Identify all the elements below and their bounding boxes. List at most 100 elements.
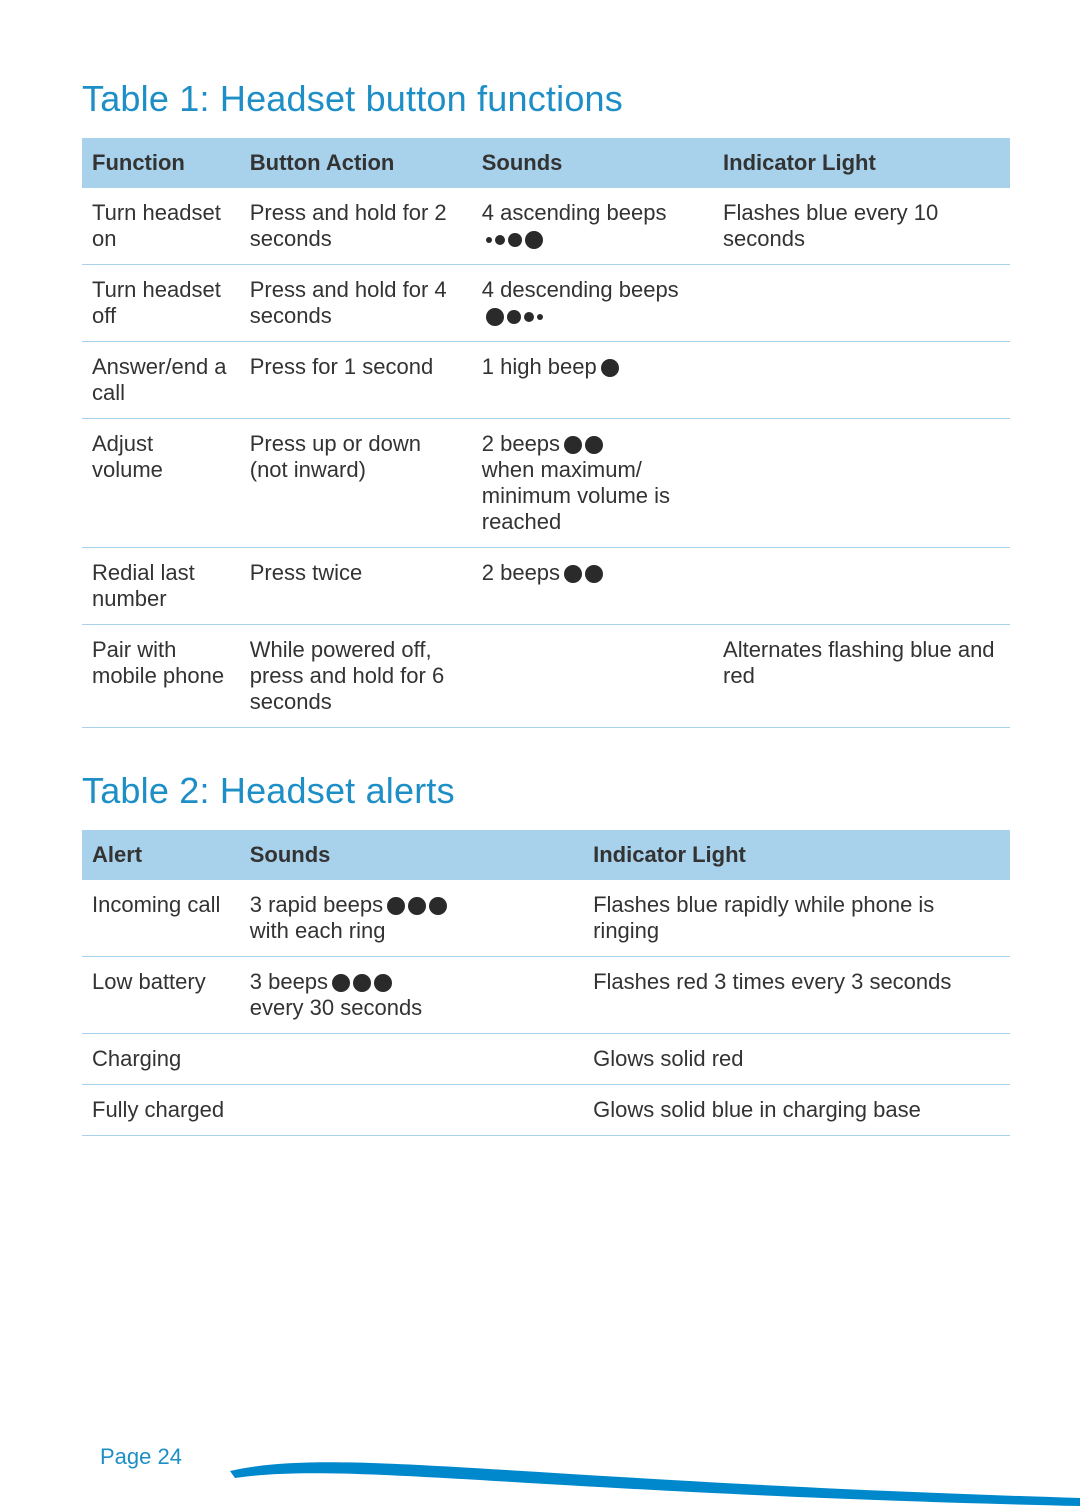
cell-light: Flashes blue rapidly while phone is ring… [583, 880, 1010, 957]
table2-header-row: Alert Sounds Indicator Light [82, 830, 1010, 880]
table-row: Charging Glows solid red [82, 1034, 1010, 1085]
cell-action: Press up or down (not inward) [240, 419, 472, 548]
cell-sounds [240, 1085, 583, 1136]
beep-dots-icon [564, 565, 603, 583]
table1-body: Turn headset onPress and hold for 2 seco… [82, 188, 1010, 728]
beep-dot-icon [429, 897, 447, 915]
beep-dot-icon [585, 565, 603, 583]
beep-dots-icon [387, 897, 447, 915]
beep-dot-icon [486, 237, 492, 243]
page-footer: Page 24 [0, 1426, 1080, 1506]
cell-sounds: 2 beepswhen maximum/​minimum volume is r… [472, 419, 713, 548]
sound-text: 4 descending beeps [482, 277, 679, 302]
beep-dot-icon [507, 310, 521, 324]
cell-light [713, 548, 1010, 625]
cell-sounds [240, 1034, 583, 1085]
sound-text: 1 high beep [482, 354, 597, 379]
cell-light: Glows solid blue in charging base [583, 1085, 1010, 1136]
table1-header: Function [82, 138, 240, 188]
cell-action: While powered off, press and hold for 6 … [240, 625, 472, 728]
beep-dot-icon [585, 436, 603, 454]
sound-text: 2 beeps [482, 431, 560, 456]
sound-text: 4 ascending beeps [482, 200, 667, 225]
cell-action: Press and hold for 2 seconds [240, 188, 472, 265]
beep-dot-icon [601, 359, 619, 377]
table-row: Low battery3 beepsevery 30 secondsFlashe… [82, 957, 1010, 1034]
cell-light [713, 265, 1010, 342]
table2-header: Indicator Light [583, 830, 1010, 880]
table1-header: Indicator Light [713, 138, 1010, 188]
table-row: Answer/end a callPress for 1 second 1 hig… [82, 342, 1010, 419]
beep-dot-icon [525, 231, 543, 249]
cell-light: Flashes red 3 times every 3 seconds [583, 957, 1010, 1034]
table2-body: Incoming call3 rapid beepswith each ring… [82, 880, 1010, 1136]
table1-header: Sounds [472, 138, 713, 188]
section-gap [82, 728, 1010, 770]
beep-dot-icon [408, 897, 426, 915]
sound-text-after: with each ring [250, 918, 386, 943]
sound-text: 3 rapid beeps [250, 892, 383, 917]
table2: Alert Sounds Indicator Light Incoming ca… [82, 830, 1010, 1136]
table2-header: Alert [82, 830, 240, 880]
beep-dots-icon [486, 231, 543, 249]
sound-text-after: when maximum/​minimum volume is reached [482, 457, 670, 534]
cell-sounds: 4 descending beeps [472, 265, 713, 342]
table1-header: Button Action [240, 138, 472, 188]
cell-sounds: 2 beeps [472, 548, 713, 625]
cell-function: Redial last number [82, 548, 240, 625]
table-row: Redial last numberPress twice 2 beeps [82, 548, 1010, 625]
cell-alert: Low battery [82, 957, 240, 1034]
cell-function: Pair with mobile phone [82, 625, 240, 728]
table-row: Fully charged Glows solid blue in chargin… [82, 1085, 1010, 1136]
table1-header-row: Function Button Action Sounds Indicator … [82, 138, 1010, 188]
cell-function: Turn headset on [82, 188, 240, 265]
beep-dot-icon [486, 308, 504, 326]
beep-dots-icon [601, 359, 619, 377]
cell-alert: Charging [82, 1034, 240, 1085]
cell-light [713, 342, 1010, 419]
beep-dot-icon [564, 565, 582, 583]
table1: Function Button Action Sounds Indicator … [82, 138, 1010, 728]
beep-dot-icon [332, 974, 350, 992]
table2-title: Table 2: Headset alerts [82, 770, 1010, 812]
table-row: Turn headset offPress and hold for 4 sec… [82, 265, 1010, 342]
table2-header: Sounds [240, 830, 583, 880]
cell-alert: Fully charged [82, 1085, 240, 1136]
beep-dot-icon [387, 897, 405, 915]
cell-action: Press for 1 second [240, 342, 472, 419]
table1-title: Table 1: Headset button functions [82, 78, 1010, 120]
beep-dot-icon [537, 314, 543, 320]
cell-function: Answer/end a call [82, 342, 240, 419]
cell-light: Alternates flashing blue and red [713, 625, 1010, 728]
sound-text: 3 beeps [250, 969, 328, 994]
cell-function: Adjust volume [82, 419, 240, 548]
table-row: Incoming call3 rapid beepswith each ring… [82, 880, 1010, 957]
beep-dots-icon [564, 436, 603, 454]
beep-dot-icon [374, 974, 392, 992]
cell-alert: Incoming call [82, 880, 240, 957]
table-row: Pair with mobile phoneWhile powered off,… [82, 625, 1010, 728]
beep-dot-icon [353, 974, 371, 992]
page-number: Page 24 [100, 1444, 182, 1470]
beep-dot-icon [508, 233, 522, 247]
cell-action: Press and hold for 4 seconds [240, 265, 472, 342]
cell-sounds: 4 ascending beeps [472, 188, 713, 265]
cell-sounds [472, 625, 713, 728]
beep-dot-icon [495, 235, 505, 245]
beep-dots-icon [332, 974, 392, 992]
sound-text-after: every 30 seconds [250, 995, 422, 1020]
cell-light: Glows solid red [583, 1034, 1010, 1085]
table-row: Turn headset onPress and hold for 2 seco… [82, 188, 1010, 265]
cell-light [713, 419, 1010, 548]
cell-function: Turn headset off [82, 265, 240, 342]
cell-action: Press twice [240, 548, 472, 625]
cell-light: Flashes blue every 10 seconds [713, 188, 1010, 265]
beep-dots-icon [486, 308, 543, 326]
sound-text: 2 beeps [482, 560, 560, 585]
cell-sounds: 3 rapid beepswith each ring [240, 880, 583, 957]
beep-dot-icon [524, 312, 534, 322]
table-row: Adjust volumePress up or down (not inwar… [82, 419, 1010, 548]
cell-sounds: 3 beepsevery 30 seconds [240, 957, 583, 1034]
beep-dot-icon [564, 436, 582, 454]
cell-sounds: 1 high beep [472, 342, 713, 419]
